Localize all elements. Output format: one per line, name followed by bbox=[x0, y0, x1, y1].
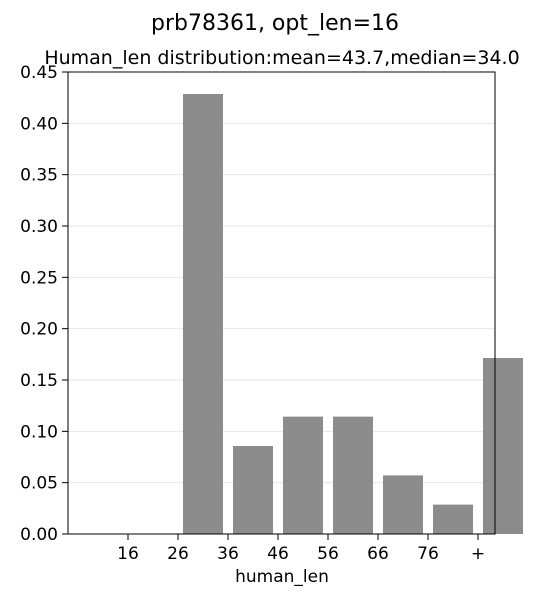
x-tick-label: 16 bbox=[117, 544, 139, 564]
y-tick-label: 0.15 bbox=[20, 371, 58, 391]
x-axis: 16 26 36 46 56 66 76 + bbox=[117, 534, 485, 564]
y-tick-label: 0.05 bbox=[20, 474, 58, 494]
y-tick-label: 0.25 bbox=[20, 268, 58, 288]
y-tick-label: 0.20 bbox=[20, 320, 58, 340]
y-tick-label: 0.00 bbox=[20, 525, 58, 545]
x-tick-label: 36 bbox=[217, 544, 239, 564]
y-axis: 0.00 0.05 0.10 0.15 0.20 0.25 0.30 0.35 0.40 0.45 bbox=[20, 63, 68, 545]
y-tick-label: 0.40 bbox=[20, 114, 58, 134]
grid-lines bbox=[68, 122, 495, 484]
chart-suptitle: prb78361, opt_len=16 bbox=[151, 11, 399, 36]
bar bbox=[433, 504, 473, 534]
bar bbox=[283, 416, 323, 534]
bar bbox=[483, 358, 523, 534]
y-tick-label: 0.35 bbox=[20, 166, 58, 186]
x-axis-label: human_len bbox=[235, 567, 329, 587]
bar bbox=[183, 93, 223, 534]
y-tick-label: 0.10 bbox=[20, 422, 58, 442]
plot-frame bbox=[67, 71, 496, 535]
x-tick-label: 56 bbox=[317, 544, 339, 564]
x-tick-label: + bbox=[471, 544, 485, 564]
x-tick-label: 46 bbox=[267, 544, 289, 564]
y-tick-label: 0.30 bbox=[20, 217, 58, 237]
x-tick-label: 76 bbox=[417, 544, 439, 564]
bar bbox=[383, 475, 423, 534]
chart-title: Human_len distribution:mean=43.7,median=… bbox=[44, 47, 519, 69]
bar bbox=[333, 416, 373, 534]
x-tick-label: 66 bbox=[367, 544, 389, 564]
bar bbox=[233, 446, 273, 534]
x-tick-label: 26 bbox=[167, 544, 189, 564]
y-tick-label: 0.45 bbox=[20, 63, 58, 83]
bars bbox=[183, 93, 523, 534]
